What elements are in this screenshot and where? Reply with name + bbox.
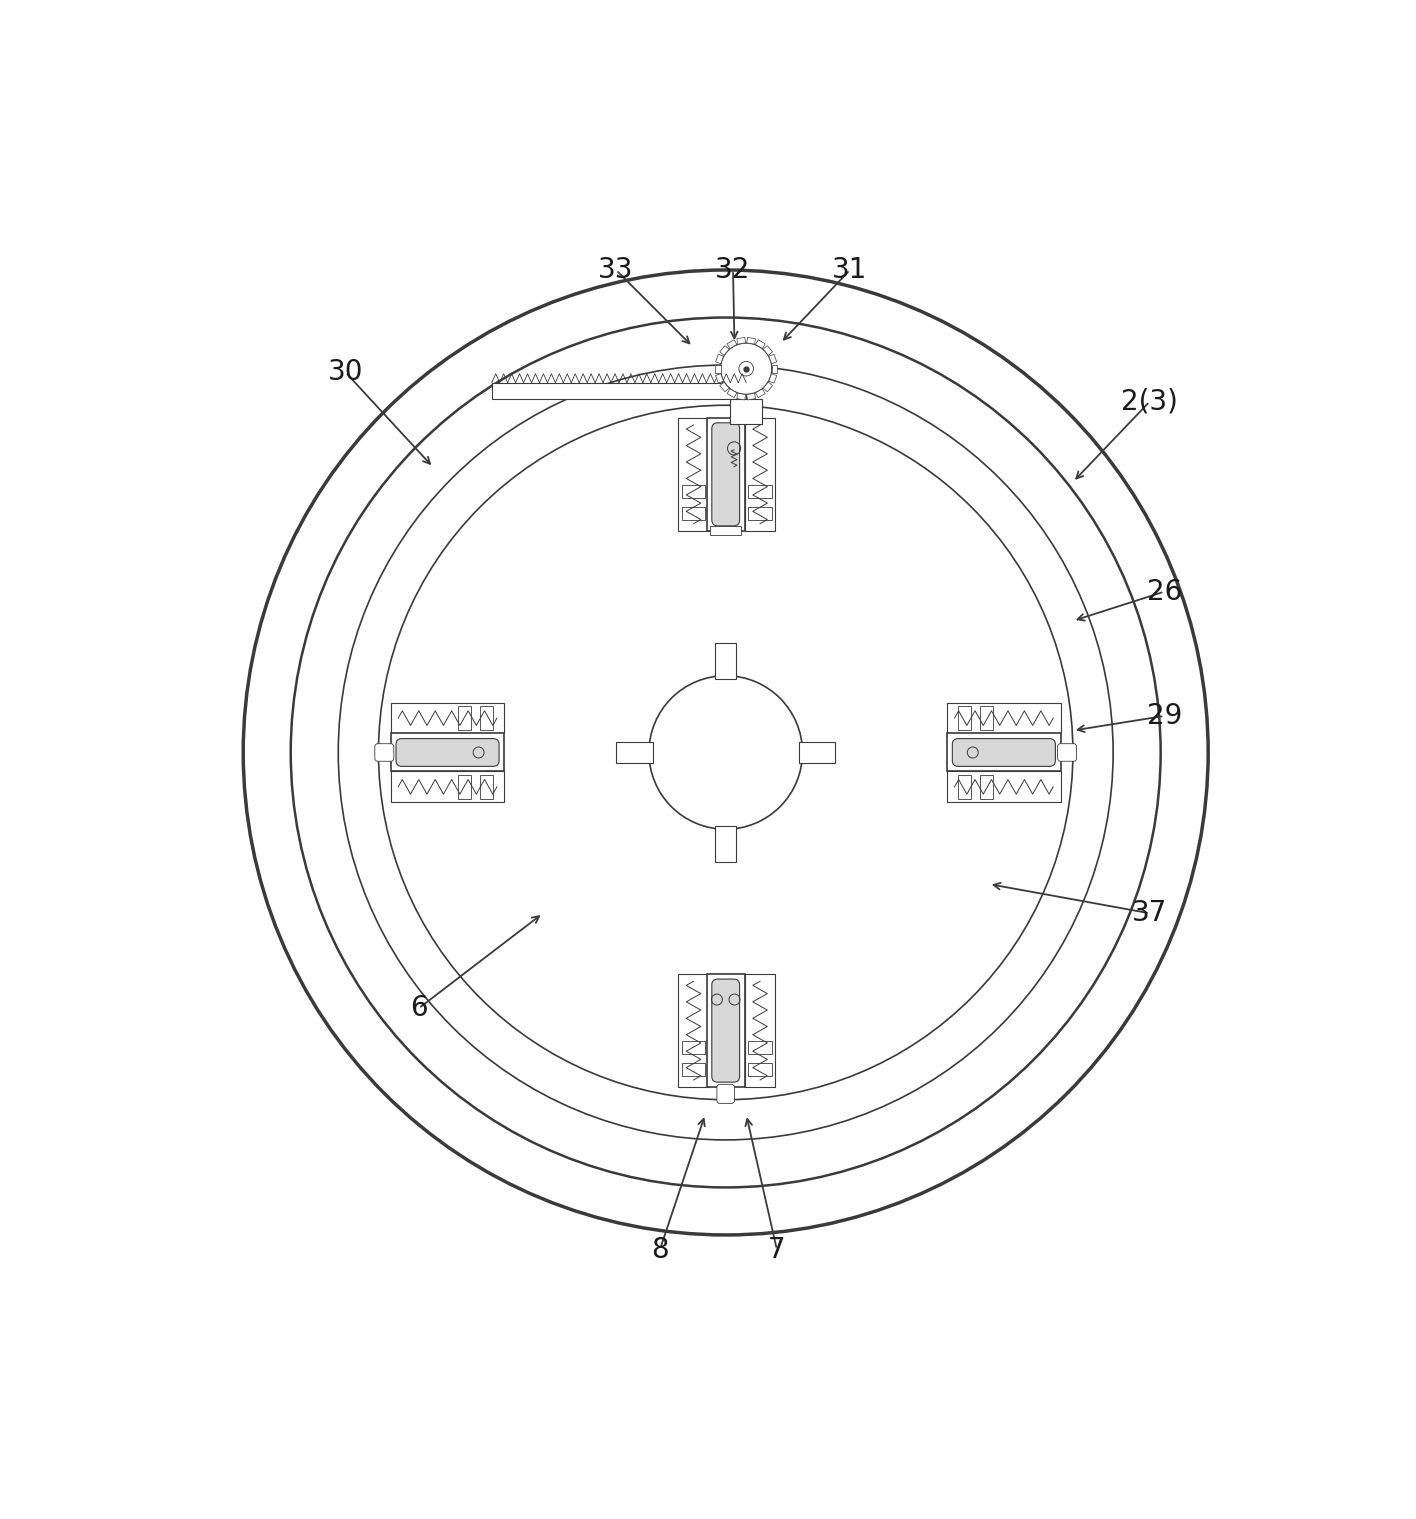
Text: 29: 29 (1147, 702, 1182, 731)
Bar (491, 383, 746, 398)
Bar (947, 772, 1061, 802)
Polygon shape (756, 389, 765, 398)
FancyBboxPatch shape (716, 1085, 735, 1103)
Bar (980, 706, 993, 729)
Bar (947, 734, 1061, 772)
Bar (391, 734, 504, 772)
Polygon shape (715, 354, 724, 363)
Text: 32: 32 (715, 257, 750, 284)
Text: 26: 26 (1147, 577, 1182, 606)
Bar (683, 485, 705, 498)
Bar (678, 418, 709, 532)
Bar (749, 1041, 772, 1054)
Bar (616, 743, 653, 763)
Bar (749, 485, 772, 498)
Polygon shape (769, 354, 777, 363)
Text: 30: 30 (329, 358, 364, 386)
Bar (707, 418, 745, 532)
FancyBboxPatch shape (375, 744, 394, 761)
FancyBboxPatch shape (396, 738, 498, 767)
Bar (947, 703, 1061, 734)
Text: 8: 8 (651, 1235, 668, 1264)
Polygon shape (728, 340, 736, 348)
Polygon shape (763, 383, 773, 392)
Polygon shape (746, 337, 756, 345)
Text: 37: 37 (1131, 899, 1167, 927)
Text: 7: 7 (767, 1235, 786, 1264)
Bar (715, 643, 736, 679)
Bar (678, 974, 709, 1088)
Polygon shape (756, 340, 765, 348)
Text: 31: 31 (833, 257, 868, 284)
Polygon shape (772, 365, 777, 372)
Bar (707, 974, 745, 1088)
Bar (459, 775, 472, 799)
Polygon shape (719, 346, 729, 355)
Bar (683, 1063, 705, 1077)
Bar (749, 507, 772, 519)
Bar (980, 775, 993, 799)
Bar (391, 772, 504, 802)
Bar (799, 743, 835, 763)
Polygon shape (728, 389, 736, 398)
Bar (749, 1063, 772, 1077)
Bar (711, 526, 741, 535)
Polygon shape (719, 383, 729, 392)
Polygon shape (769, 374, 777, 383)
Bar (683, 1041, 705, 1054)
Bar (745, 974, 776, 1088)
Polygon shape (736, 393, 746, 399)
Bar (480, 775, 493, 799)
Bar (959, 775, 971, 799)
Text: 6: 6 (409, 995, 428, 1022)
Bar (715, 826, 736, 863)
Bar (480, 706, 493, 729)
Bar (745, 418, 776, 532)
Polygon shape (746, 393, 756, 399)
FancyBboxPatch shape (953, 738, 1055, 767)
Bar (683, 507, 705, 519)
Text: 2(3): 2(3) (1121, 387, 1178, 416)
Polygon shape (715, 365, 721, 372)
FancyBboxPatch shape (1058, 744, 1076, 761)
FancyBboxPatch shape (712, 980, 739, 1082)
Bar (959, 706, 971, 729)
Circle shape (721, 343, 772, 395)
Bar (459, 706, 472, 729)
Text: 33: 33 (599, 257, 634, 284)
Bar (391, 703, 504, 734)
FancyBboxPatch shape (712, 422, 739, 526)
Polygon shape (715, 374, 724, 383)
Bar (731, 398, 762, 424)
Polygon shape (763, 346, 773, 355)
Polygon shape (736, 337, 746, 345)
